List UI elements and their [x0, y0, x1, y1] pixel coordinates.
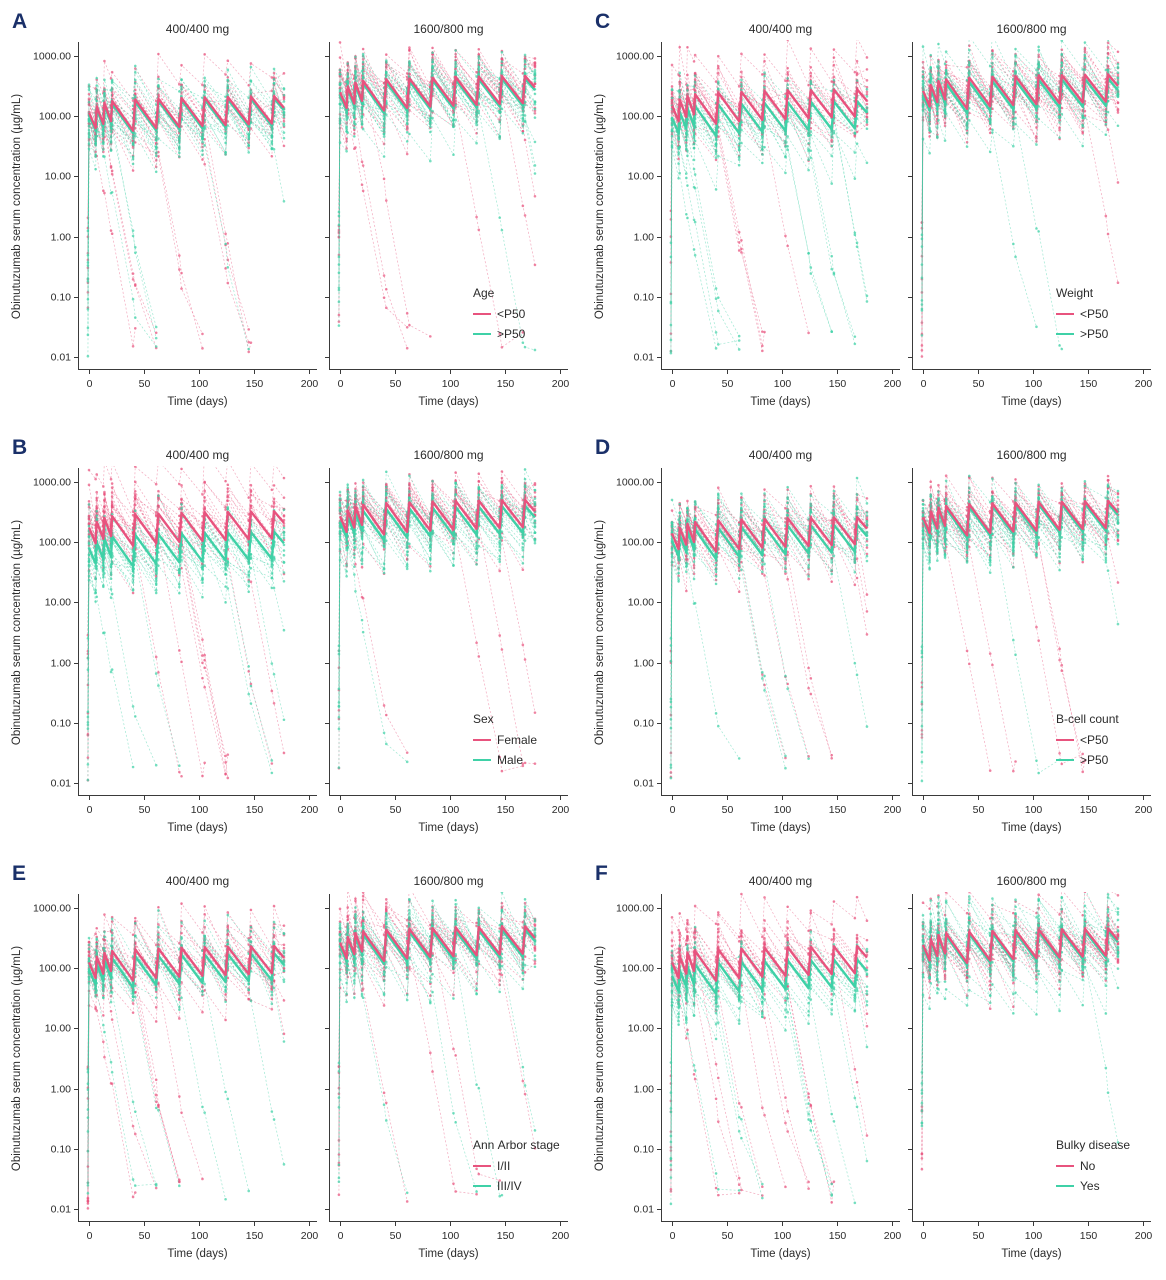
panel-B — [0, 426, 583, 852]
panel-E — [0, 852, 583, 1278]
panel-A — [0, 0, 583, 426]
panel-D — [583, 426, 1166, 852]
panel-C-chart — [583, 0, 1166, 426]
panel-D-chart — [583, 426, 1166, 852]
panel-F-chart — [583, 852, 1166, 1278]
panel-C — [583, 0, 1166, 426]
panel-B-chart — [0, 426, 583, 852]
panel-F — [583, 852, 1166, 1278]
panel-E-chart — [0, 852, 583, 1278]
panel-A-chart — [0, 0, 583, 426]
